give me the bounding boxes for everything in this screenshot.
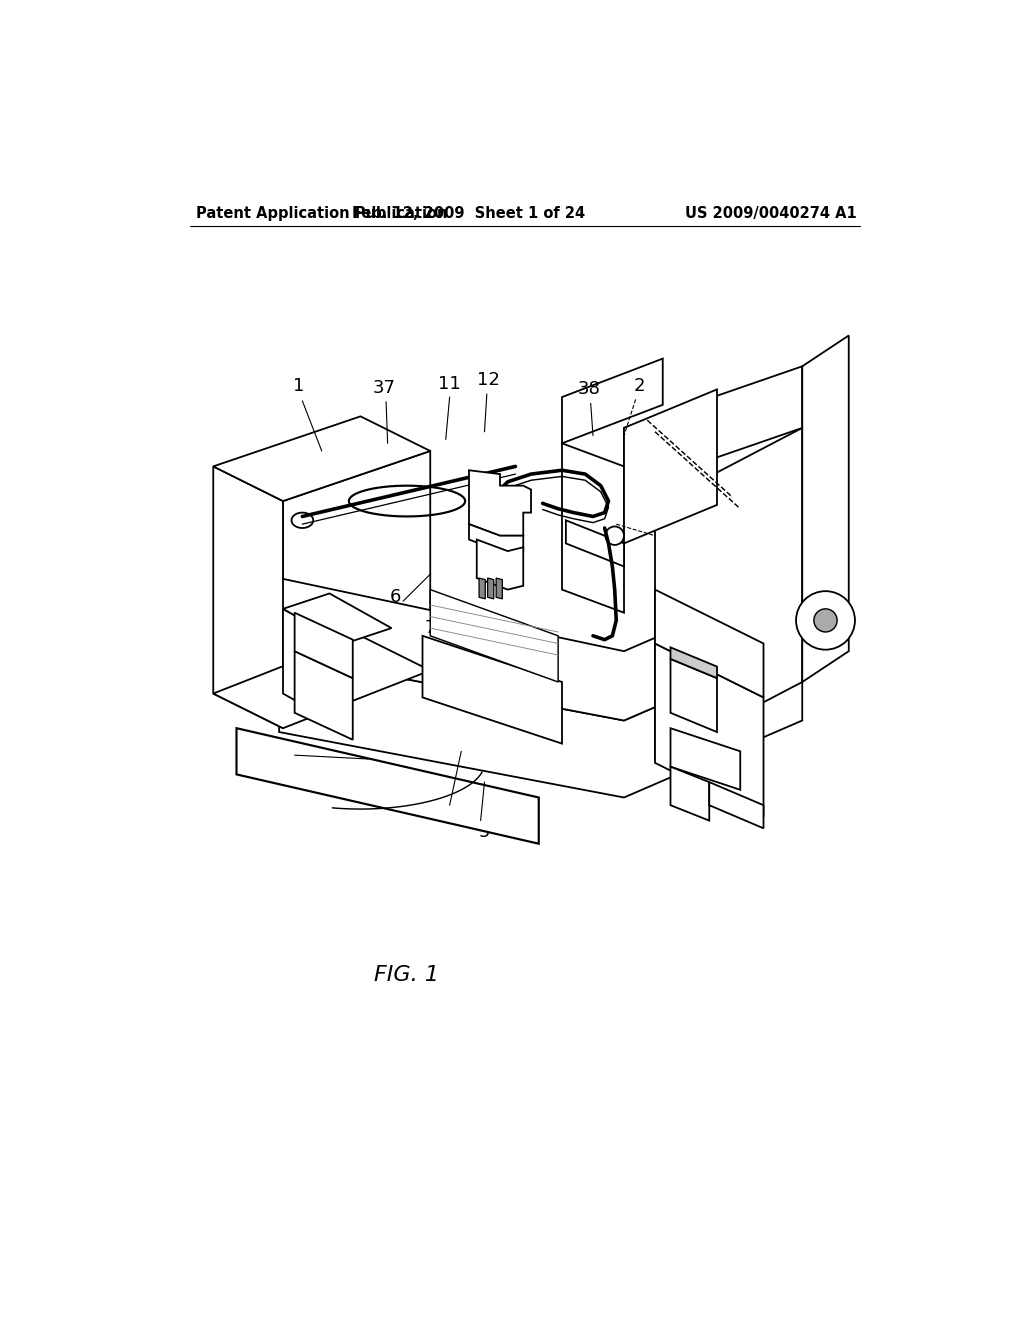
Polygon shape bbox=[671, 647, 717, 678]
Text: FIG. 1: FIG. 1 bbox=[375, 965, 439, 985]
Polygon shape bbox=[280, 644, 802, 797]
Text: US 2009/0040274 A1: US 2009/0040274 A1 bbox=[685, 206, 856, 222]
Polygon shape bbox=[671, 659, 717, 733]
Polygon shape bbox=[655, 590, 764, 697]
Polygon shape bbox=[566, 520, 624, 566]
Polygon shape bbox=[671, 729, 740, 789]
Text: Patent Application Publication: Patent Application Publication bbox=[197, 206, 447, 222]
Text: 6: 6 bbox=[390, 589, 401, 606]
Polygon shape bbox=[655, 644, 764, 817]
Polygon shape bbox=[496, 578, 503, 599]
Text: 2: 2 bbox=[634, 376, 645, 395]
Polygon shape bbox=[802, 335, 849, 682]
Polygon shape bbox=[469, 524, 523, 552]
Polygon shape bbox=[469, 470, 531, 536]
Polygon shape bbox=[655, 428, 802, 759]
Polygon shape bbox=[213, 636, 430, 729]
Polygon shape bbox=[213, 466, 283, 729]
Text: Feb. 12, 2009  Sheet 1 of 24: Feb. 12, 2009 Sheet 1 of 24 bbox=[352, 206, 586, 222]
Text: 3: 3 bbox=[443, 808, 456, 826]
Circle shape bbox=[814, 609, 838, 632]
Polygon shape bbox=[237, 729, 539, 843]
Polygon shape bbox=[295, 651, 352, 739]
Text: 11: 11 bbox=[438, 375, 461, 393]
Polygon shape bbox=[430, 590, 558, 682]
Text: 12: 12 bbox=[477, 371, 500, 389]
Polygon shape bbox=[479, 578, 485, 599]
Text: 1: 1 bbox=[293, 376, 304, 395]
Polygon shape bbox=[283, 594, 391, 644]
Text: 4: 4 bbox=[278, 750, 289, 768]
Polygon shape bbox=[562, 444, 624, 612]
Text: 7: 7 bbox=[425, 619, 436, 638]
Polygon shape bbox=[624, 367, 802, 490]
Polygon shape bbox=[487, 578, 494, 599]
Polygon shape bbox=[280, 574, 802, 721]
Polygon shape bbox=[562, 359, 663, 444]
Polygon shape bbox=[283, 609, 345, 729]
Polygon shape bbox=[624, 389, 717, 544]
Text: 5: 5 bbox=[479, 824, 490, 841]
Text: 38: 38 bbox=[578, 380, 600, 399]
Polygon shape bbox=[295, 612, 352, 678]
Polygon shape bbox=[671, 767, 710, 821]
Polygon shape bbox=[423, 636, 562, 743]
Text: 37: 37 bbox=[373, 379, 395, 397]
Circle shape bbox=[796, 591, 855, 649]
Polygon shape bbox=[477, 540, 523, 590]
Polygon shape bbox=[710, 781, 764, 829]
Polygon shape bbox=[283, 451, 430, 729]
Polygon shape bbox=[213, 416, 430, 502]
Circle shape bbox=[605, 527, 624, 545]
